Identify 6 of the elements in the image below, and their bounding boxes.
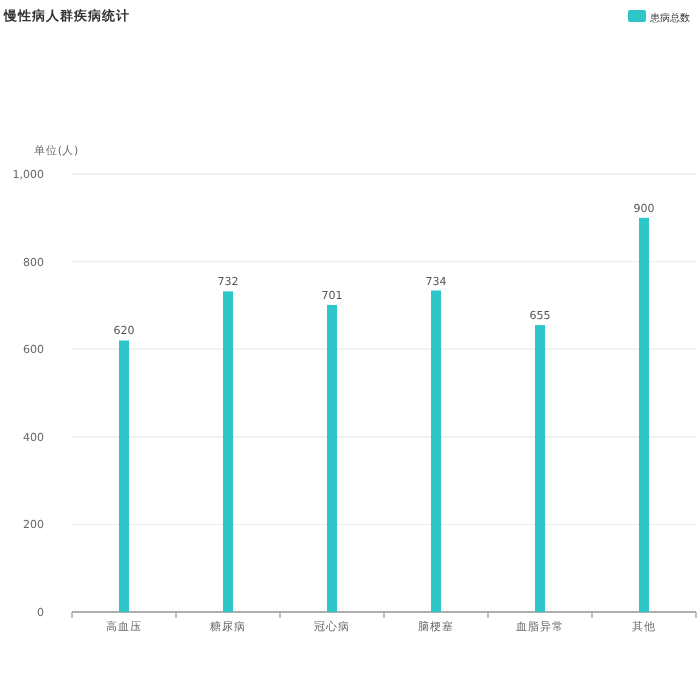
bar [639, 217, 649, 612]
bar [119, 340, 129, 612]
bar [327, 304, 337, 612]
bar [431, 290, 441, 612]
bar [535, 325, 545, 612]
bar [223, 291, 233, 612]
